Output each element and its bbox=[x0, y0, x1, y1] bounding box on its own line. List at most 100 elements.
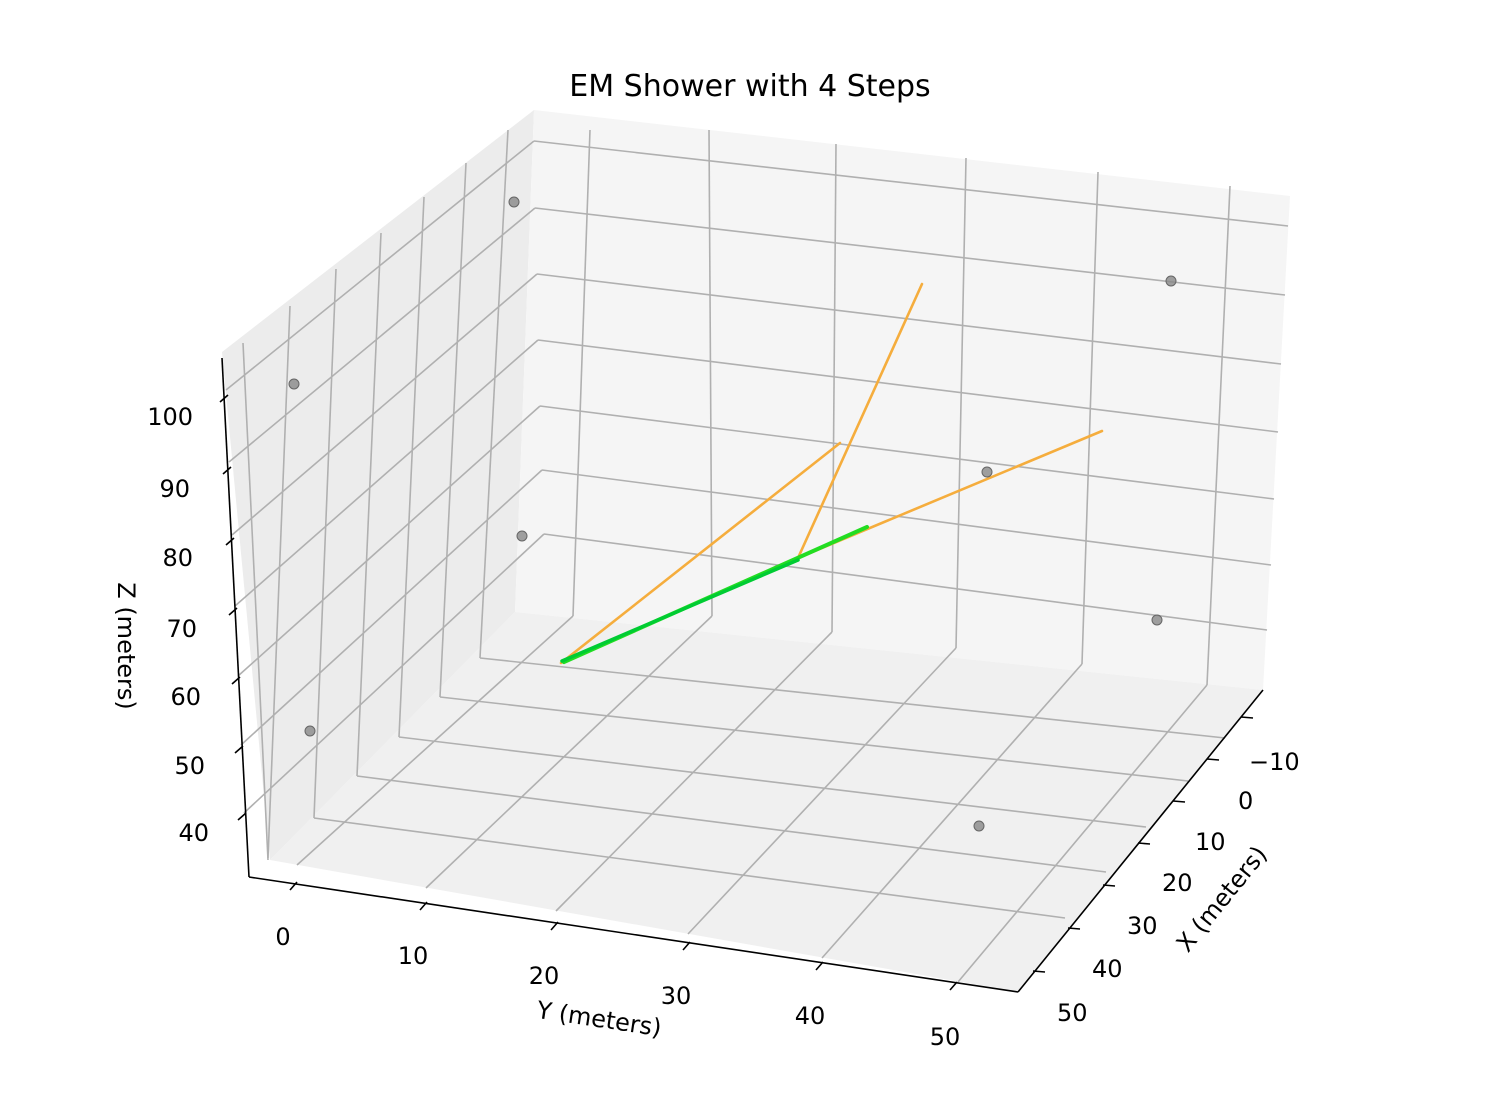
y-axis-label: Y (meters) bbox=[534, 996, 663, 1042]
grid-line bbox=[425, 615, 713, 889]
grid-line bbox=[313, 268, 337, 819]
grid-line bbox=[536, 273, 1282, 365]
grid-line bbox=[1081, 171, 1099, 665]
grid-line bbox=[313, 817, 1066, 919]
grid-line bbox=[539, 405, 1275, 500]
grid-line bbox=[479, 129, 509, 659]
back-pane bbox=[515, 110, 1290, 690]
z-tick-label: 90 bbox=[159, 475, 190, 503]
z-axis-line bbox=[221, 357, 250, 878]
z-tick-mark bbox=[228, 607, 238, 616]
hit-point bbox=[981, 466, 993, 478]
x-axis-line bbox=[1017, 689, 1264, 993]
primary-track bbox=[560, 558, 800, 663]
grid-line bbox=[225, 140, 535, 391]
y-tick-mark bbox=[949, 981, 958, 991]
y-tick-label: 50 bbox=[930, 1023, 961, 1051]
z-tick-label: 50 bbox=[174, 752, 205, 780]
grid-line bbox=[1206, 185, 1231, 686]
y-tick-mark bbox=[550, 921, 559, 931]
left-pane bbox=[222, 110, 534, 860]
grid-line bbox=[479, 657, 1226, 739]
x-axis-label: X (meters) bbox=[1171, 841, 1273, 958]
x-tick-mark bbox=[1102, 884, 1116, 887]
grid-line bbox=[541, 469, 1272, 566]
grid-line bbox=[243, 533, 545, 814]
y-tick-label: 0 bbox=[275, 923, 290, 951]
y-tick-label: 30 bbox=[661, 982, 692, 1010]
grid-line bbox=[708, 129, 713, 617]
grid-line bbox=[831, 143, 837, 633]
x-tick-label: 50 bbox=[1057, 999, 1088, 1027]
x-tick-mark bbox=[1240, 716, 1254, 719]
z-tick-mark bbox=[237, 812, 247, 821]
grid-line bbox=[821, 663, 1083, 959]
grid-line bbox=[398, 736, 1147, 828]
z-tick-label: 60 bbox=[170, 683, 201, 711]
grid bbox=[225, 129, 1289, 983]
grid-line bbox=[572, 129, 591, 617]
x-tick-mark bbox=[1032, 970, 1046, 973]
hit-point bbox=[1151, 614, 1163, 626]
x-tick-mark bbox=[1137, 842, 1151, 845]
tick-labels: 100 90 80 70 60 50 40 0 10 20 30 40 50 −… bbox=[147, 403, 1299, 1051]
grid-line bbox=[356, 232, 382, 777]
grid-line bbox=[957, 684, 1208, 983]
hit-point bbox=[304, 725, 316, 737]
grid-line bbox=[555, 631, 833, 912]
axis-panes bbox=[222, 110, 1290, 992]
y-axis-line bbox=[248, 876, 1019, 993]
secondary-track bbox=[559, 441, 842, 665]
tick-marks bbox=[219, 394, 1254, 991]
x-tick-label: 30 bbox=[1127, 912, 1158, 940]
z-tick-label: 80 bbox=[162, 544, 193, 572]
hit-point bbox=[973, 820, 985, 832]
grid-line bbox=[533, 140, 1289, 227]
z-tick-label: 100 bbox=[147, 403, 193, 431]
x-tick-label: 20 bbox=[1162, 869, 1193, 897]
grid-line bbox=[234, 339, 539, 607]
grid-line bbox=[267, 305, 291, 859]
z-tick-mark bbox=[219, 394, 229, 403]
grid-line bbox=[439, 696, 1189, 782]
grid-line bbox=[242, 342, 269, 861]
hit-point bbox=[1165, 275, 1177, 287]
grid-line bbox=[534, 207, 1286, 296]
y-tick-mark bbox=[682, 941, 691, 951]
grid-line bbox=[398, 196, 425, 738]
grid-line bbox=[687, 647, 957, 935]
z-tick-label: 70 bbox=[166, 615, 197, 643]
z-tick-mark bbox=[222, 466, 232, 475]
floor-pane bbox=[270, 612, 1263, 992]
hit-point bbox=[288, 378, 300, 390]
z-tick-mark bbox=[234, 745, 244, 754]
z-tick-mark bbox=[225, 537, 235, 546]
grid-line bbox=[240, 469, 543, 746]
y-tick-mark bbox=[815, 961, 824, 971]
x-tick-label: 10 bbox=[1195, 828, 1226, 856]
x-tick-mark bbox=[1206, 758, 1220, 761]
y-tick-label: 10 bbox=[398, 942, 429, 970]
primary-tracks bbox=[560, 525, 869, 664]
hit-points bbox=[288, 196, 1177, 832]
secondary-track bbox=[796, 282, 924, 560]
hit-point bbox=[508, 196, 520, 208]
axes bbox=[221, 357, 1264, 993]
grid-line bbox=[231, 273, 538, 536]
grid-line bbox=[228, 207, 536, 463]
y-tick-mark bbox=[419, 901, 428, 911]
z-tick-mark bbox=[231, 676, 241, 685]
grid-line bbox=[356, 775, 1107, 873]
z-tick-label: 40 bbox=[178, 819, 209, 847]
x-tick-label: 40 bbox=[1092, 955, 1123, 983]
y-tick-label: 20 bbox=[529, 962, 560, 990]
x-tick-label: −10 bbox=[1249, 748, 1300, 776]
grid-line bbox=[543, 533, 1268, 631]
y-tick-mark bbox=[289, 881, 298, 891]
grid-line bbox=[237, 405, 541, 677]
x-tick-mark bbox=[1172, 800, 1186, 803]
y-tick-label: 40 bbox=[795, 1002, 826, 1030]
x-tick-mark bbox=[1067, 927, 1081, 930]
grid-line bbox=[955, 157, 967, 649]
